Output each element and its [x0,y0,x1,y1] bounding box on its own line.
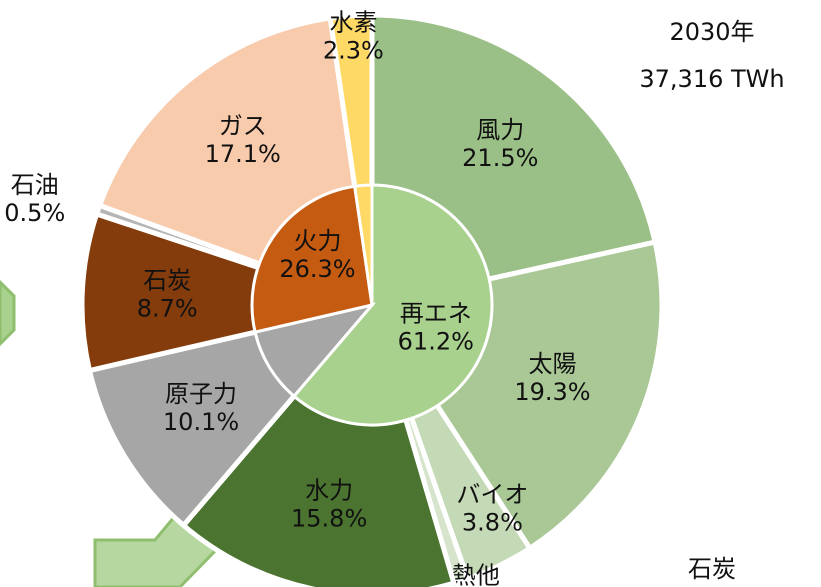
outer-label: バイオ [456,481,528,509]
outer-label: 原子力 [165,380,237,408]
chart-subtitle: 37,316 TWh [639,65,784,93]
outer-label: 風力 [476,116,524,144]
annotation: 石炭 [688,555,736,583]
inner-wedge [291,183,494,427]
outer-label: 太陽 [528,350,576,378]
outer-label: ガス [219,112,267,140]
outer-value-label: 17.1% [205,140,281,168]
inner-wedge [353,183,374,306]
outer-value-label: 0.5% [4,199,65,227]
outer-value-label: 3.8% [462,509,523,537]
inner-value-label: 61.2% [398,328,474,356]
arrow [0,279,16,347]
outer-value-label: 19.3% [514,378,590,406]
outer-value-label: 2.3% [323,37,384,65]
outer-label: 水力 [305,476,353,504]
outer-value-label: 21.5% [462,144,538,172]
outer-value-label: 8.7% [137,295,198,323]
inner-label: 火力 [293,227,341,255]
inner-wedge [250,184,374,334]
inner-label: 再エネ [400,300,472,328]
outer-label: 石油 [11,171,59,199]
chart-title: 2030年 [669,18,754,46]
outer-value-label: 15.8% [291,504,367,532]
rings: 風力21.5%太陽19.3%バイオ3.8%地熱他水力15.8%原子力10.1%石… [4,9,665,587]
outer-value-label: 10.1% [163,408,239,436]
inner-value-label: 26.3% [279,255,355,283]
outer-label: 石炭 [143,267,191,295]
outer-wedge [79,210,382,374]
outer-label: 水素 [329,9,377,37]
